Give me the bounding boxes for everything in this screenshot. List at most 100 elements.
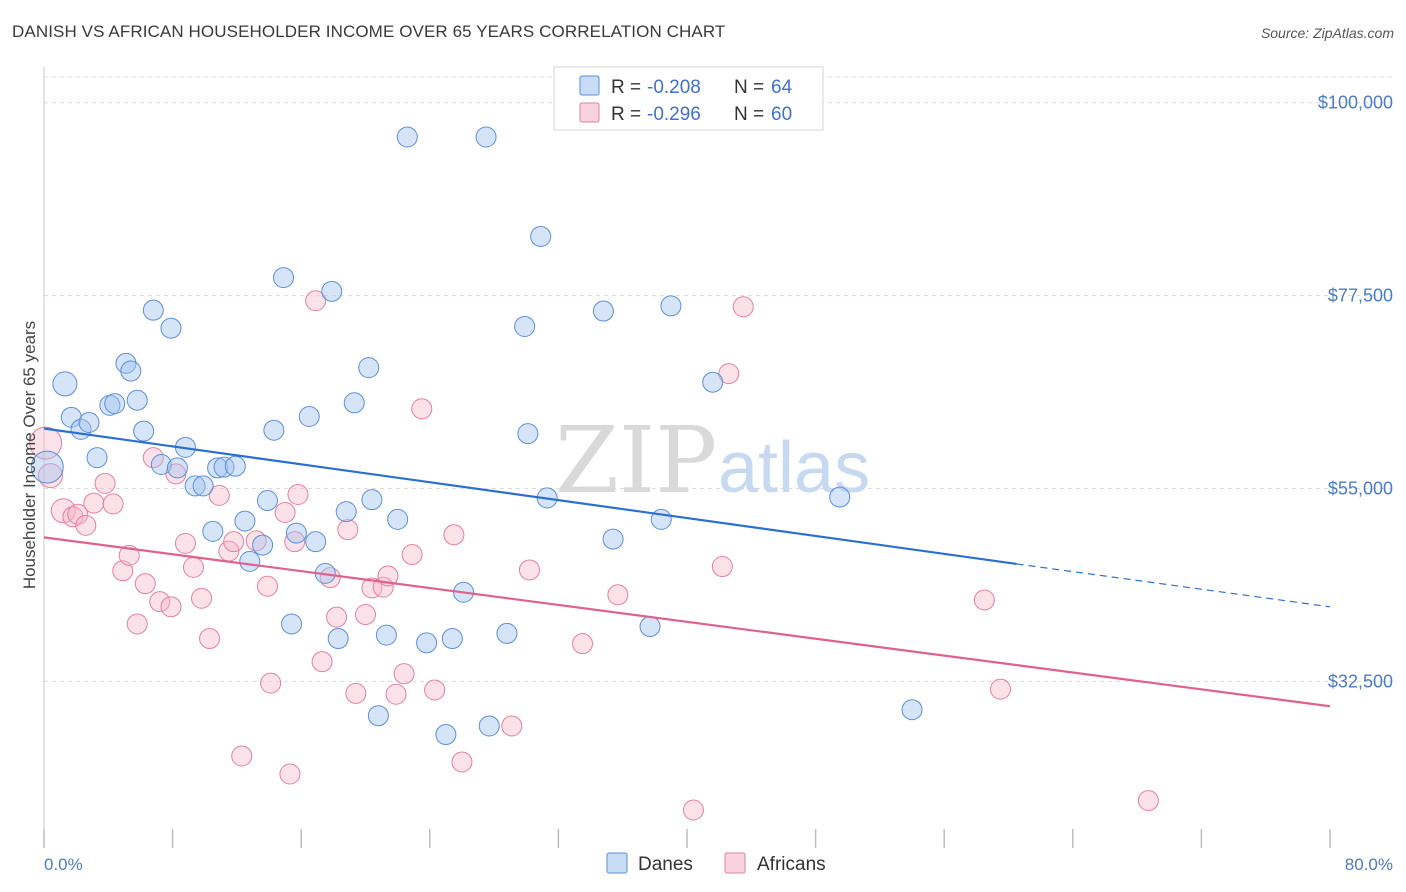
danes-point <box>52 371 78 397</box>
bottom-legend-africans-swatch <box>724 852 746 874</box>
africans-point <box>67 503 89 525</box>
danes-point <box>298 405 320 427</box>
danes-point <box>321 280 343 302</box>
source-label: Source: ZipAtlas.com <box>1260 25 1394 41</box>
danes-point <box>207 457 229 479</box>
bottom-legend: Danes Africans <box>606 852 826 875</box>
x-tick-label-left: 0.0% <box>44 855 83 874</box>
y-tick-label: $32,500 <box>1328 671 1393 691</box>
trend-lines <box>43 427 1331 708</box>
africans-point <box>572 633 594 655</box>
danes-point <box>184 475 206 497</box>
danes-point <box>375 624 397 646</box>
legend-danes-r-label: R = <box>611 77 641 98</box>
legend-africans-n-label: N = <box>734 104 764 125</box>
africans-point <box>279 763 301 785</box>
danes-point <box>133 420 155 442</box>
danes-point <box>224 455 246 477</box>
africans-point <box>973 589 995 611</box>
africans-point <box>102 493 124 515</box>
danes-point <box>361 489 383 511</box>
danes-point <box>327 628 349 650</box>
legend-africans-swatch <box>579 102 600 123</box>
watermark-zip: ZIP <box>555 407 717 514</box>
y-tick-label: $100,000 <box>1318 93 1393 113</box>
danes-point <box>602 528 624 550</box>
danes-point <box>829 486 851 508</box>
africans-point <box>50 498 76 524</box>
bottom-legend-danes-swatch <box>606 852 628 874</box>
danes-point <box>305 531 327 553</box>
danes-point <box>104 393 126 415</box>
legend-box: R = -0.208 N = 64 R = -0.296 N = 60 <box>553 66 824 131</box>
africans-point <box>711 556 733 578</box>
africans-point <box>160 596 182 618</box>
africans-point <box>518 559 540 581</box>
danes-point <box>239 550 261 572</box>
africans-point <box>345 682 367 704</box>
danes-point <box>358 357 380 379</box>
africans-point <box>393 663 415 685</box>
africans-point <box>385 683 407 705</box>
africans-point <box>94 472 116 494</box>
africans-point <box>337 519 359 541</box>
danes-point <box>192 475 214 497</box>
africans-point <box>607 584 629 606</box>
axes <box>43 67 1331 848</box>
danes-point <box>639 616 661 638</box>
africans-point <box>112 560 134 582</box>
danes-point <box>478 715 500 737</box>
danes-point <box>142 299 164 321</box>
africans-point <box>83 492 105 514</box>
africans-point <box>126 613 148 635</box>
legend-africans-n-value: 60 <box>771 104 792 125</box>
danes-point <box>441 628 463 650</box>
danes-point <box>367 705 389 727</box>
africans-point <box>1137 790 1159 812</box>
africans-point <box>174 532 196 554</box>
africans-point <box>424 679 446 701</box>
africans-point <box>361 577 383 599</box>
danes-point <box>496 622 518 644</box>
danes-point <box>592 300 614 322</box>
danes-point <box>702 371 724 393</box>
africans-point <box>682 799 704 821</box>
danes-point <box>514 315 536 337</box>
danes-point <box>234 510 256 532</box>
danes-point <box>150 454 172 476</box>
bottom-legend-africans-label: Africans <box>757 854 826 875</box>
africans-point <box>274 502 296 524</box>
africans-point <box>75 514 97 536</box>
africans-point <box>287 484 309 506</box>
africans-point <box>451 751 473 773</box>
danes-point <box>273 267 295 289</box>
danes-points <box>30 126 923 746</box>
danes-point <box>517 423 539 445</box>
africans-point <box>208 484 230 506</box>
danes-point <box>166 457 188 479</box>
y-tick-label: $55,000 <box>1328 479 1393 499</box>
africans-point <box>118 544 140 566</box>
legend-danes-r-value: -0.208 <box>647 77 701 98</box>
africans-point <box>231 745 253 767</box>
africans-point <box>501 715 523 737</box>
danes-point <box>343 392 365 414</box>
danes-point <box>263 419 285 441</box>
africans-point <box>256 575 278 597</box>
africans-point <box>355 604 376 626</box>
danes-point <box>126 389 148 411</box>
bottom-legend-danes-label: Danes <box>638 854 693 875</box>
africans-point <box>989 678 1011 700</box>
africans-point <box>732 296 754 318</box>
danes-point <box>281 613 303 635</box>
danes-point <box>475 126 497 148</box>
africans-point <box>37 463 63 489</box>
legend-danes-n-label: N = <box>734 77 764 98</box>
danes-point <box>202 520 224 542</box>
africans-point <box>199 628 221 650</box>
africans-point <box>284 531 306 553</box>
africans-point <box>718 363 740 385</box>
africans-point <box>311 651 333 673</box>
africans-trend-line <box>43 536 1331 708</box>
